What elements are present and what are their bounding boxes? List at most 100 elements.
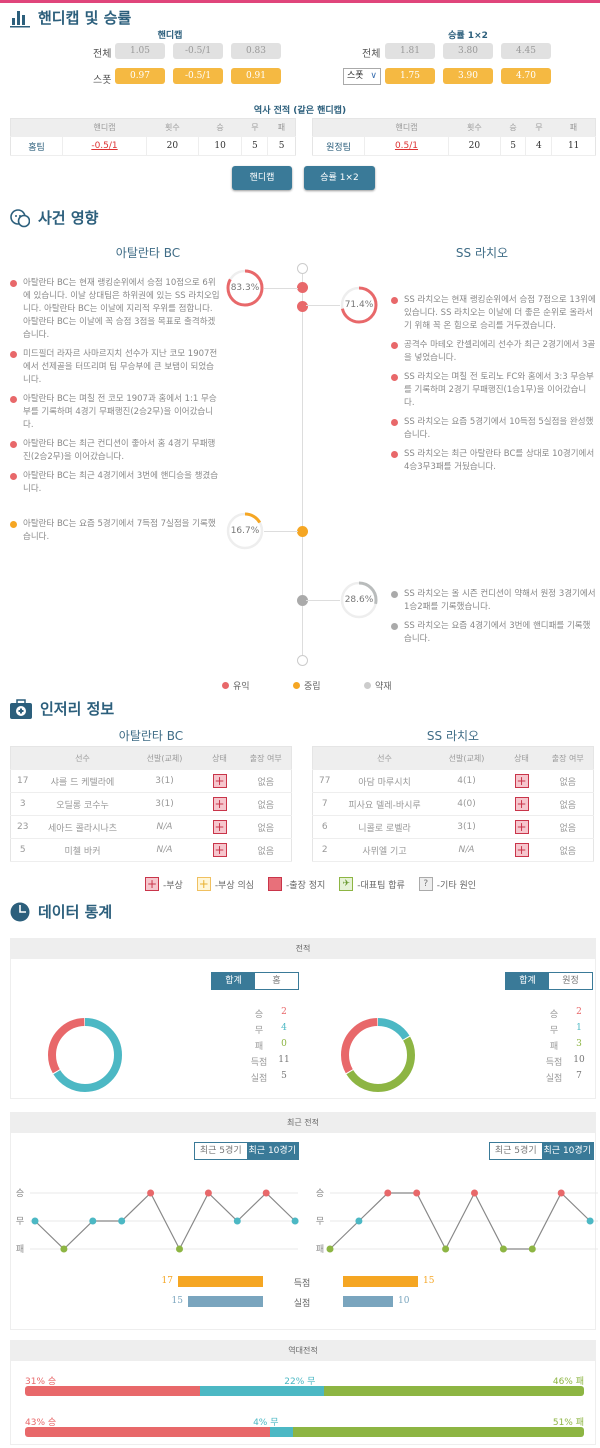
odds-hc-spot[interactable]: -0.5/1 xyxy=(173,68,223,84)
odds-hc-all[interactable]: 0.83 xyxy=(231,43,281,59)
axis-label: 패 xyxy=(316,1244,324,1255)
form-point xyxy=(31,1217,39,1225)
toggle-last-10[interactable]: 최근 10경기 xyxy=(246,1143,298,1159)
injury-section-title: 인저리 정보 xyxy=(10,698,114,719)
injury-plus-icon: + xyxy=(145,877,159,891)
availability: 없음 xyxy=(542,792,594,816)
handicap-button[interactable]: 핸디캡 xyxy=(232,166,292,190)
player-name[interactable]: 오딜롱 코수누 xyxy=(34,792,131,816)
player-name[interactable]: 미첼 바커 xyxy=(34,838,131,862)
handicap-link[interactable]: 0.5/1 xyxy=(364,136,449,156)
legend-good: 유익 xyxy=(222,679,250,692)
handicap-header: 핸디캡 xyxy=(157,31,183,41)
form-point xyxy=(233,1217,241,1225)
legend-label: -출장 정지 xyxy=(286,880,326,891)
market-select[interactable]: 스폿 ∨ xyxy=(343,68,381,85)
connector xyxy=(264,531,298,532)
form-point xyxy=(118,1217,126,1225)
away-record-toggle: 합계 원정 xyxy=(505,972,593,990)
medical-kit-icon xyxy=(10,698,32,719)
column-header: 선수 xyxy=(336,746,433,770)
history-table-away: 핸디캡 횟수 승 무 패 원정팀 0.5/1 20 5 4 11 xyxy=(312,118,596,156)
stat-value: 10 xyxy=(573,1055,585,1065)
stat-value: 3 xyxy=(576,1039,582,1049)
winrate-header: 승률 1×2 xyxy=(448,31,488,41)
odds-hc-spot[interactable]: 0.91 xyxy=(231,68,281,84)
player-name[interactable]: 피사요 델레-바시루 xyxy=(336,792,433,816)
home-team-name: 아탈란타 BC xyxy=(118,729,184,743)
home-record-stats: 승 2 무 4 패 0 득점 11 실점 5 xyxy=(244,1007,294,1084)
toggle-total[interactable]: 합계 xyxy=(212,973,255,989)
toggle-away[interactable]: 원정 xyxy=(549,973,592,989)
gauge-arc xyxy=(340,581,378,619)
form-point xyxy=(557,1189,565,1197)
status-cell: + xyxy=(198,769,241,793)
availability: 없음 xyxy=(542,769,594,793)
bar-away-goals xyxy=(343,1276,418,1287)
title-text: 사건 영향 xyxy=(38,209,99,227)
table-header-row: 선수 선발(교체) 상태 출장 여부 xyxy=(10,746,292,770)
home-recent-toggle: 최근 5경기 최근 10경기 xyxy=(194,1142,299,1160)
odds-wl-spot[interactable]: 4.70 xyxy=(501,68,551,84)
column-header: 선발(교체) xyxy=(130,746,199,770)
timeline-line xyxy=(302,268,303,660)
player-name[interactable]: 니콜로 로벨라 xyxy=(336,815,433,839)
toggle-total[interactable]: 합계 xyxy=(506,973,549,989)
winrate-button[interactable]: 승률 1×2 xyxy=(304,166,375,190)
column-header xyxy=(10,118,63,137)
injury-plus-icon: + xyxy=(514,774,529,788)
availability: 없음 xyxy=(240,792,292,816)
form-point xyxy=(89,1217,97,1225)
axis-label: 승 xyxy=(316,1188,324,1199)
toggle-last-5[interactable]: 최근 5경기 xyxy=(195,1143,247,1159)
player-number: 6 xyxy=(312,815,337,839)
player-name[interactable]: 사뮈엘 기고 xyxy=(336,838,433,862)
availability: 없음 xyxy=(542,838,594,862)
percentage-gauge: 83.3% xyxy=(225,268,265,308)
odds-wl-spot[interactable]: 1.75 xyxy=(385,68,435,84)
availability: 없음 xyxy=(542,815,594,839)
axis-label: 무 xyxy=(16,1216,24,1227)
table-row: 77 아담 마루시치 4(1) + 없음 xyxy=(312,769,594,793)
event-item: SS 라치오는 요즘 5경기에서 10득점 5실점을 완성했습니다. xyxy=(391,416,596,442)
h2h-bar xyxy=(25,1386,584,1396)
odds-wl-all[interactable]: 3.80 xyxy=(443,43,493,59)
injury-table-away: 선수 선발(교체) 상태 출장 여부 77 아담 마루시치 4(1) + 없음 7 피사요 델레-바… xyxy=(312,746,594,862)
percentage-gauge: 28.6% xyxy=(339,580,379,620)
odds-wl-all[interactable]: 1.81 xyxy=(385,43,435,59)
bar-home-conceded xyxy=(188,1296,263,1307)
legend-label: -대표팀 합류 xyxy=(357,880,405,891)
connector xyxy=(306,305,340,306)
player-name[interactable]: 세아드 콜라시나츠 xyxy=(34,815,131,839)
toggle-last-10[interactable]: 최근 10경기 xyxy=(541,1143,593,1159)
status-cell: + xyxy=(198,815,241,839)
legend-doubtful: + -부상 의심 xyxy=(196,877,255,891)
player-name[interactable]: 샤를 드 케텔라에 xyxy=(34,769,131,793)
injury-plus-icon: + xyxy=(514,843,529,857)
form-point xyxy=(176,1245,183,1253)
starts-subs: 3(1) xyxy=(432,815,501,839)
odds-wl-all[interactable]: 4.45 xyxy=(501,43,551,59)
home-record-toggle: 합계 홈 xyxy=(211,972,299,990)
stat-value: 5 xyxy=(281,1071,287,1081)
player-name[interactable]: 아담 마루시치 xyxy=(336,769,433,793)
stat-value: 0 xyxy=(281,1039,287,1049)
starts-subs: 4(0) xyxy=(432,792,501,816)
legend-label: 유익 xyxy=(233,682,250,692)
connector xyxy=(306,600,340,601)
legend-label: -부상 의심 xyxy=(214,880,255,891)
odds-hc-spot[interactable]: 0.97 xyxy=(115,68,165,84)
odds-hc-all[interactable]: 1.05 xyxy=(115,43,165,59)
cell: 10 xyxy=(197,136,242,156)
gauge-value: 71.4% xyxy=(344,300,374,310)
toggle-last-5[interactable]: 최근 5경기 xyxy=(490,1143,542,1159)
handicap-link[interactable]: -0.5/1 xyxy=(62,136,147,156)
cell: 5 xyxy=(499,136,526,156)
toggle-home[interactable]: 홈 xyxy=(255,973,298,989)
odds-wl-spot[interactable]: 3.90 xyxy=(443,68,493,84)
away-bad-events: SS 라치오는 올 시즌 컨디션이 약해서 원정 3경기에서 1승2패를 기록했… xyxy=(391,588,596,652)
odds-hc-all[interactable]: -0.5/1 xyxy=(173,43,223,59)
legend-other: ? -기타 원인 xyxy=(418,877,476,891)
cell: 원정팀 xyxy=(312,136,365,156)
form-point xyxy=(586,1217,594,1225)
